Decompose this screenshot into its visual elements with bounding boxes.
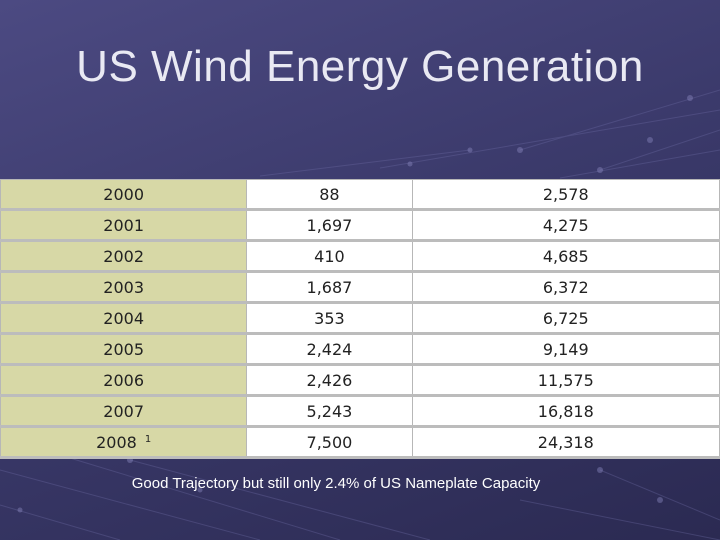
wind-generation-table: 2000 88 2,578 2001 1,697 4,275 2002 410 4,685 200…: [0, 179, 720, 459]
year-cell: 2001: [0, 209, 248, 241]
added-capacity-cell: 2,424: [246, 333, 413, 365]
slide-caption: Good Trajectory but still only 2.4% of U…: [131, 475, 541, 492]
table-row: 2004 353 6,725: [0, 302, 720, 334]
year-cell: 2004: [0, 302, 248, 334]
year-cell: 2008 1: [0, 426, 248, 458]
added-capacity-cell: 5,243: [246, 395, 413, 427]
year-cell: 2006: [0, 364, 248, 396]
table-body: 2000 88 2,578 2001 1,697 4,275 2002 410 4,685 200…: [0, 179, 720, 458]
table-row: 2007 5,243 16,818: [0, 395, 720, 427]
cumulative-capacity-cell: 2,578: [411, 179, 720, 210]
cumulative-capacity-cell: 6,725: [411, 302, 720, 334]
added-capacity-cell: 2,426: [246, 364, 413, 396]
cumulative-capacity-cell: 9,149: [411, 333, 720, 365]
year-cell: 2000: [0, 179, 248, 210]
year-label: 2004: [103, 308, 145, 328]
cumulative-capacity-cell: 11,575: [411, 364, 720, 396]
table-row: 2000 88 2,578: [0, 179, 720, 210]
added-capacity-cell: 1,697: [246, 209, 413, 241]
cumulative-capacity-cell: 6,372: [411, 271, 720, 303]
year-cell: 2005: [0, 333, 248, 365]
added-capacity-cell: 353: [246, 302, 413, 334]
year-label: 2002: [103, 246, 145, 266]
footnote-marker: 1: [144, 433, 152, 445]
year-label: 2001: [103, 215, 145, 235]
table-row: 2008 1 7,500 24,318: [0, 426, 720, 458]
cumulative-capacity-cell: 24,318: [411, 426, 720, 458]
added-capacity-cell: 410: [246, 240, 413, 272]
year-label: 2005: [103, 339, 145, 359]
year-cell: 2002: [0, 240, 248, 272]
cumulative-capacity-cell: 4,685: [411, 240, 720, 272]
table-row: 2006 2,426 11,575: [0, 364, 720, 396]
year-label: 2007: [103, 401, 145, 421]
year-label: 2006: [103, 370, 145, 390]
slide-title: US Wind Energy Generation: [76, 42, 644, 91]
table-row: 2003 1,687 6,372: [0, 271, 720, 303]
added-capacity-cell: 1,687: [246, 271, 413, 303]
added-capacity-cell: 88: [246, 179, 413, 210]
added-capacity-cell: 7,500: [246, 426, 413, 458]
year-label: 2003: [103, 277, 145, 297]
table-row: 2005 2,424 9,149: [0, 333, 720, 365]
cumulative-capacity-cell: 4,275: [411, 209, 720, 241]
table-row: 2002 410 4,685: [0, 240, 720, 272]
table-row: 2001 1,697 4,275: [0, 209, 720, 241]
cumulative-capacity-cell: 16,818: [411, 395, 720, 427]
year-label: 2008: [96, 432, 137, 452]
year-cell: 2003: [0, 271, 248, 303]
year-label: 2000: [103, 184, 145, 204]
year-cell: 2007: [0, 395, 248, 427]
